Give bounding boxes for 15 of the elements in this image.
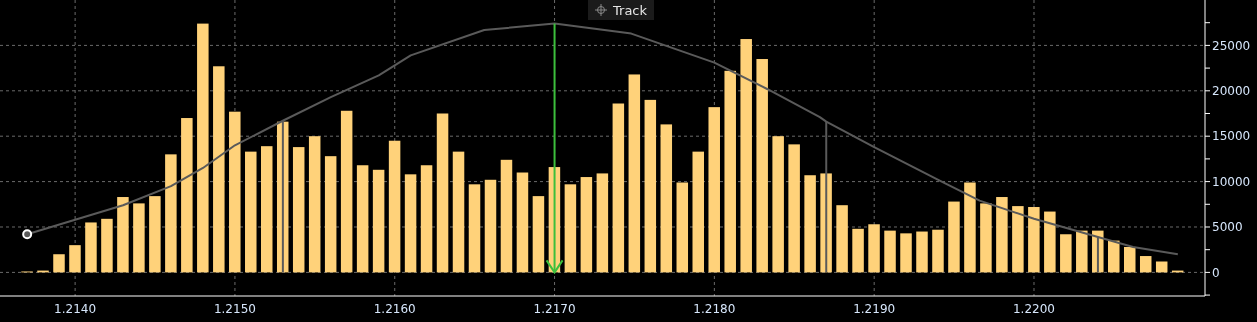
x-tick-label: 1.2150 bbox=[213, 301, 256, 316]
track-button: Track bbox=[588, 0, 655, 20]
x-tick-label: 1.2140 bbox=[54, 301, 97, 316]
x-tick-label: 1.2200 bbox=[1013, 301, 1055, 316]
x-tick-label: 1.2160 bbox=[373, 301, 416, 316]
x-tick-label: 1.2190 bbox=[853, 301, 896, 316]
x-tick-label: 1.2180 bbox=[693, 301, 736, 316]
y-tick-label: 20000 bbox=[1212, 84, 1251, 99]
y-tick-label: 10000 bbox=[1212, 174, 1251, 189]
y-tick-label: 25000 bbox=[1212, 38, 1251, 53]
y-tick-label: 0 bbox=[1212, 265, 1220, 280]
x-tick-label: 1.2170 bbox=[533, 301, 576, 316]
annotation: Track bbox=[613, 2, 648, 18]
y-tick-label: 15000 bbox=[1212, 129, 1251, 144]
y-tick-label: 5000 bbox=[1212, 220, 1243, 235]
